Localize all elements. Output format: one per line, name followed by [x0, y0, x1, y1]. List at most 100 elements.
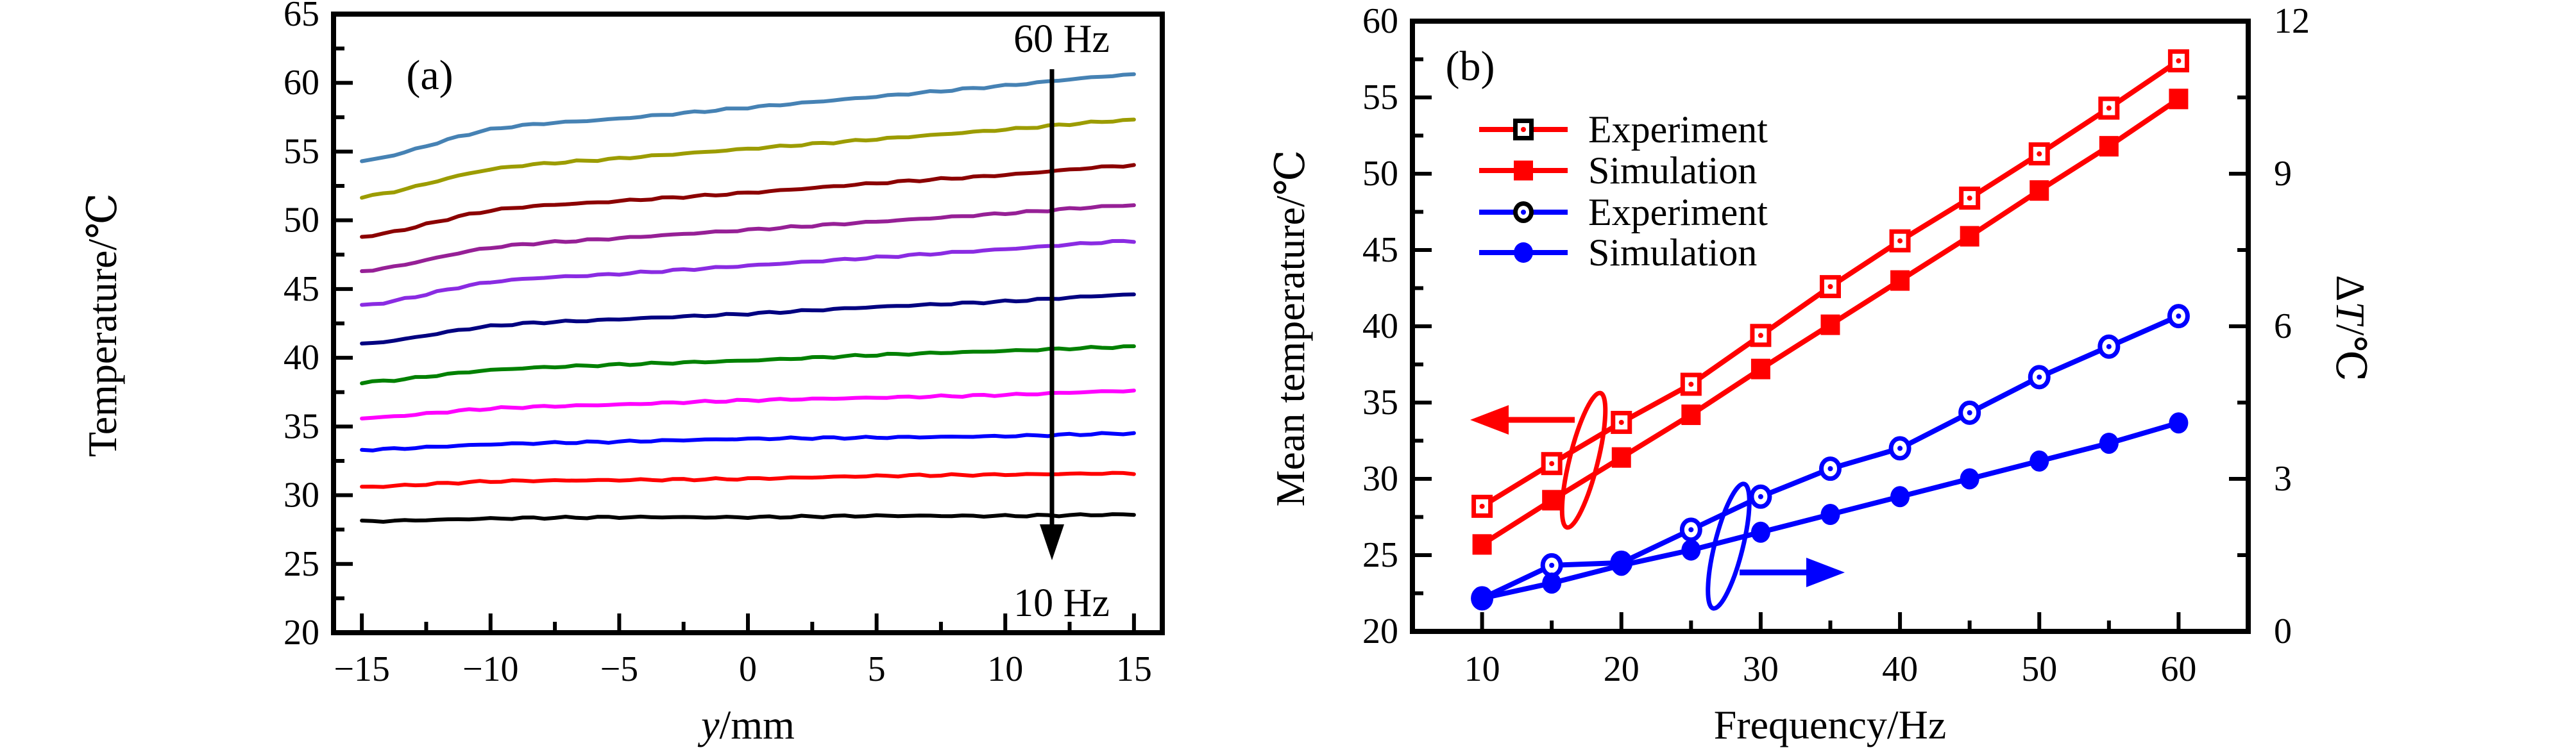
legend-item-experiment-red: Experiment: [1475, 108, 1768, 151]
panel-b-tag: (b): [1445, 43, 1495, 90]
panel-a-x-tick-label: −15: [334, 649, 390, 689]
marker-center-dot: [1688, 527, 1694, 533]
marker-filled-circle: [2029, 450, 2049, 472]
open-circle-marker-icon: [1513, 201, 1534, 223]
frequency-sweep-arrow-head: [1040, 524, 1064, 560]
panel-b-left-tick-label: 60: [1362, 1, 1398, 41]
marker-center-dot: [1688, 381, 1694, 387]
marker-filled-square: [1611, 447, 1631, 468]
panel-b-x-tick-label: 10: [1464, 649, 1500, 689]
panel-b-left-tick-label: 35: [1362, 383, 1398, 422]
panel-a-x-tick-label: −5: [600, 649, 639, 689]
legend-swatch: [1475, 150, 1572, 191]
marker-center-dot: [1967, 196, 1972, 201]
marker-center-dot: [2176, 58, 2182, 63]
filled-square-marker-icon: [1514, 160, 1533, 181]
marker-center-dot: [1549, 461, 1555, 467]
marker-filled-square: [2029, 180, 2049, 201]
series-line-60hz: [360, 72, 1136, 163]
panel-a-x-tick-label: 0: [739, 649, 757, 689]
legend-label: Experiment: [1588, 190, 1768, 233]
series-line-10hz: [360, 512, 1136, 524]
marker-filled-circle: [1681, 539, 1701, 561]
legend-label: Simulation: [1588, 231, 1758, 274]
panel-a-annotation-60hz: 60 Hz: [1013, 17, 1110, 61]
panel-b-chart: 10 20 30 40 50 60 20 25 30 35 40 45 50 55 60 0 3 6 9 12: [1362, 1, 2310, 689]
marker-center-dot: [1827, 466, 1833, 472]
panel-b-left-tick-label: 30: [1362, 459, 1398, 499]
marker-center-dot: [1827, 284, 1833, 290]
series-line-45hz: [360, 203, 1136, 273]
legend-swatch: [1475, 192, 1572, 233]
panel-b-right-axis-title: ΔT/℃: [2326, 200, 2374, 456]
marker-center-dot: [2106, 344, 2112, 349]
open-square-marker-icon: [1513, 119, 1534, 140]
panel-b-right-tick-label: 6: [2274, 306, 2292, 346]
panel-b-x-tick-label: 60: [2160, 649, 2196, 689]
panel-b-left-tick-label: 45: [1362, 230, 1398, 270]
marker-center-dot: [1758, 333, 1763, 338]
red-axis-indicator-ellipse: [1559, 390, 1608, 530]
filled-circle-marker-icon: [1514, 242, 1533, 263]
red-axis-indicator-arrow-head: [1470, 405, 1509, 435]
panel-a-y-tick-label: 60: [284, 63, 319, 103]
series-line-55hz: [360, 117, 1136, 200]
blue-axis-indicator-ellipse: [1706, 481, 1752, 611]
panel-a-y-tick-label: 45: [284, 269, 319, 309]
series-line-25hz: [360, 388, 1136, 421]
marker-filled-circle: [1820, 504, 1840, 526]
marker-filled-square: [1890, 270, 1910, 291]
panel-a-y-tick-label: 20: [284, 613, 319, 653]
marker-center-dot: [1897, 446, 1903, 451]
panel-b-x-tick-label: 40: [1882, 649, 1918, 689]
series-line-15hz: [360, 471, 1136, 489]
legend-item-experiment-blue: Experiment: [1475, 190, 1768, 233]
panel-b-left-tick-label: 55: [1362, 78, 1398, 117]
series-line-30hz: [360, 344, 1136, 385]
marker-center-dot: [1897, 238, 1903, 244]
delta-t-unit: /℃: [2328, 324, 2373, 382]
panel-a-y-tick-label: 40: [284, 338, 319, 378]
blue-axis-indicator-arrow-head: [1806, 558, 1845, 587]
panel-b-series: [1471, 49, 2190, 611]
delta-t-variable: T: [2328, 301, 2373, 324]
marker-open-square: [1750, 324, 1772, 347]
legend-swatch: [1475, 232, 1572, 273]
panel-a-x-title-unit: /mm: [719, 702, 795, 747]
panel-b-left-tick-label: 25: [1362, 535, 1398, 575]
marker-center-dot: [1549, 562, 1555, 568]
panel-a-y-axis-title: Temperature/℃: [80, 193, 125, 457]
panel-a-series: [360, 72, 1136, 524]
panel-a-y-tick-label: 25: [284, 544, 319, 584]
panel-a-x-title-variable: y: [701, 702, 720, 747]
legend-swatch: [1475, 109, 1572, 150]
panel-b-left-axis-title: Mean temperature/℃: [1267, 149, 1313, 507]
panel-b-right-tick-label: 0: [2274, 612, 2292, 651]
panel-b-x-tick-label: 50: [2021, 649, 2057, 689]
marker-filled-square: [2169, 88, 2189, 110]
marker-filled-square: [1960, 226, 1979, 247]
legend-item-simulation-blue: Simulation: [1475, 231, 1758, 274]
panel-b-right-tick-label: 12: [2274, 1, 2310, 41]
panel-a-x-tick-label: 10: [987, 649, 1023, 689]
panel-a-chart: −15 −10 −5 0 5 10 15 20 25 30 35 40 45 50 55 60 65: [284, 0, 1165, 689]
marker-center-dot: [2037, 151, 2042, 157]
marker-filled-circle: [1611, 554, 1631, 576]
panel-b-left-tick-label: 40: [1362, 306, 1398, 346]
panel-a-x-axis-title: y/mm: [620, 701, 876, 749]
panel-a-y-tick-label: 35: [284, 406, 319, 446]
marker-dot-icon: [1521, 210, 1526, 215]
series-line-40hz: [360, 238, 1136, 307]
marker-center-dot: [2176, 313, 2182, 319]
panel-b-left-tick-label: 20: [1362, 612, 1398, 651]
marker-filled-square: [1681, 404, 1701, 426]
marker-dot-icon: [1521, 127, 1526, 132]
panel-a-x-tick-label: −10: [462, 649, 519, 689]
marker-filled-circle: [1542, 572, 1562, 594]
marker-filled-square: [1820, 314, 1840, 335]
legend-label: Experiment: [1588, 108, 1768, 151]
marker-center-dot: [1758, 494, 1763, 499]
marker-filled-square: [1542, 490, 1562, 511]
